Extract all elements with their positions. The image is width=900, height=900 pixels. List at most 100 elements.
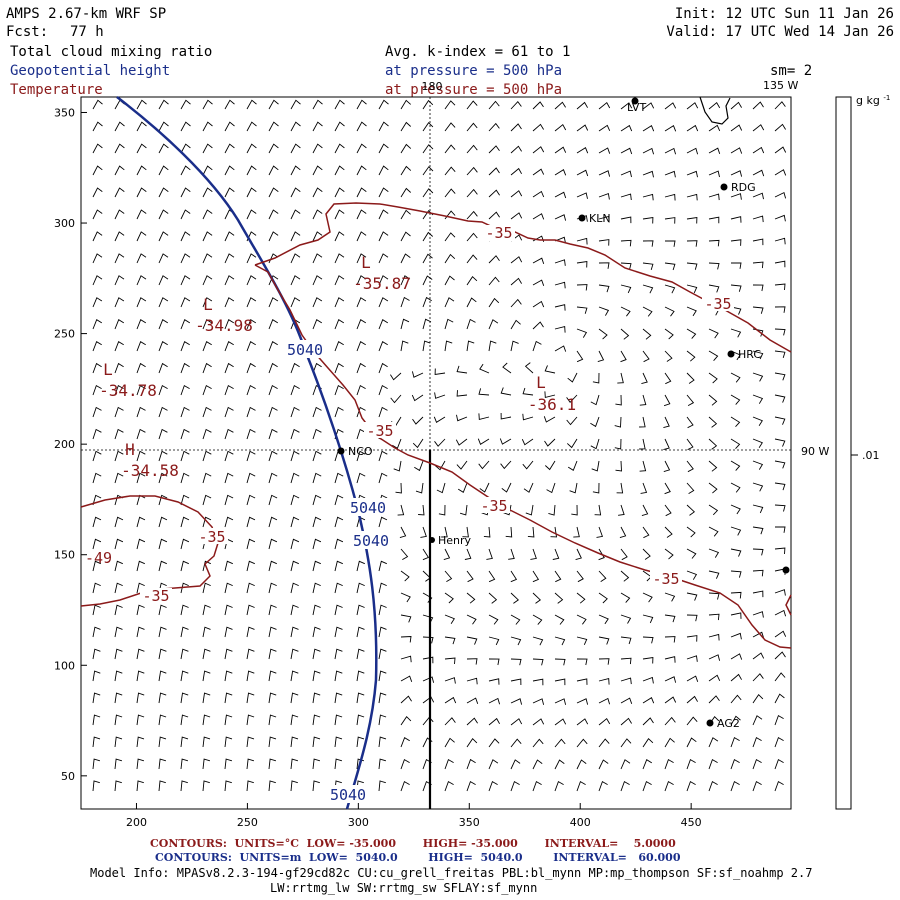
wind-barb	[246, 450, 256, 462]
wind-barb	[642, 636, 654, 644]
wind-barb	[554, 214, 567, 221]
station-dot	[782, 566, 790, 574]
wind-barb	[92, 362, 102, 374]
wind-barb	[378, 670, 387, 682]
wind-barb	[642, 656, 654, 664]
wind-barb	[378, 362, 388, 374]
wind-barb	[224, 736, 233, 748]
wind-barb	[708, 147, 721, 155]
wind-barb	[400, 275, 411, 286]
wind-barb	[92, 494, 102, 506]
wind-barb	[730, 715, 741, 726]
wind-barb	[180, 319, 191, 330]
wind-barb	[466, 697, 479, 704]
wind-barb	[466, 717, 478, 726]
wind-barb	[334, 406, 344, 418]
extremum-value: -34.98	[195, 316, 253, 335]
wind-barb	[554, 592, 564, 604]
wind-barb	[686, 262, 698, 270]
wind-barb	[544, 460, 556, 471]
wind-barb	[708, 328, 719, 339]
wind-barb	[290, 560, 299, 572]
wind-barb	[378, 275, 389, 286]
station-dot	[429, 537, 435, 543]
wind-barb	[642, 262, 654, 271]
wind-barb	[312, 780, 320, 792]
wind-barb	[334, 472, 344, 484]
wind-barb	[774, 214, 786, 222]
wind-barb	[312, 450, 322, 462]
wind-barb	[598, 170, 611, 177]
wind-barb	[532, 300, 545, 308]
extremum-letter: L	[536, 373, 546, 392]
wind-barb	[488, 297, 500, 308]
wind-barb	[575, 548, 582, 561]
wind-barb	[466, 677, 478, 685]
wind-barb	[114, 538, 124, 550]
wind-barb	[334, 604, 343, 616]
height-contour-5040	[116, 96, 378, 810]
wind-barb	[510, 738, 522, 748]
wind-barb	[334, 362, 344, 374]
wind-barb	[532, 678, 544, 686]
wind-barb	[598, 215, 610, 223]
wind-barb	[488, 780, 498, 792]
wind-barb	[202, 165, 213, 176]
wind-barb	[268, 758, 277, 770]
wind-barb	[598, 592, 608, 604]
wind-barb	[686, 284, 698, 294]
wind-barb	[202, 362, 212, 374]
wind-barb	[576, 678, 588, 685]
wind-barb	[686, 526, 696, 538]
wind-barb	[378, 209, 389, 220]
wind-barb	[290, 714, 299, 726]
wind-barb	[510, 759, 521, 770]
wind-barb	[390, 394, 402, 404]
wind-barb	[686, 216, 698, 224]
wind-barb	[158, 143, 169, 154]
wind-barb	[752, 611, 764, 618]
wind-barb	[268, 275, 279, 286]
wind-barb	[664, 526, 673, 538]
wind-barb	[378, 99, 389, 110]
wind-barb	[530, 548, 537, 560]
wind-barb	[774, 780, 784, 792]
wind-barb	[573, 526, 580, 538]
extremum-value: -34.58	[121, 461, 179, 480]
wind-barb	[617, 372, 624, 384]
wind-barb	[268, 450, 278, 462]
wind-barb	[730, 262, 742, 269]
wind-barb	[202, 780, 210, 792]
wind-barb	[532, 213, 545, 220]
wind-barb	[312, 604, 321, 616]
wind-barb	[664, 780, 674, 792]
wind-barb	[312, 297, 323, 308]
wind-barb	[730, 632, 742, 640]
wind-barb	[620, 350, 627, 363]
wind-barb	[246, 384, 256, 396]
wind-barb	[532, 190, 545, 198]
wind-barb	[620, 548, 628, 561]
wind-barb	[334, 758, 343, 770]
wind-barb	[114, 516, 124, 528]
wind-barb	[158, 121, 169, 132]
wind-barb	[730, 306, 742, 315]
wind-barb	[686, 675, 699, 682]
wind-barb	[752, 482, 764, 492]
y-axis-tick-label: 200	[54, 438, 75, 451]
wind-barb	[268, 209, 279, 220]
wind-barb	[522, 413, 534, 421]
wind-barb	[378, 582, 387, 594]
wind-barb	[752, 460, 764, 470]
wind-barb	[642, 147, 655, 155]
wind-barb	[92, 275, 103, 286]
wind-barb	[246, 362, 256, 374]
wind-barb	[202, 604, 211, 616]
wind-barb	[390, 372, 402, 381]
wind-barb	[554, 146, 567, 154]
wind-barb	[532, 101, 544, 110]
wind-barb	[202, 99, 213, 110]
wind-barb	[224, 143, 235, 154]
wind-barb	[620, 239, 632, 247]
wind-barb	[592, 482, 600, 494]
